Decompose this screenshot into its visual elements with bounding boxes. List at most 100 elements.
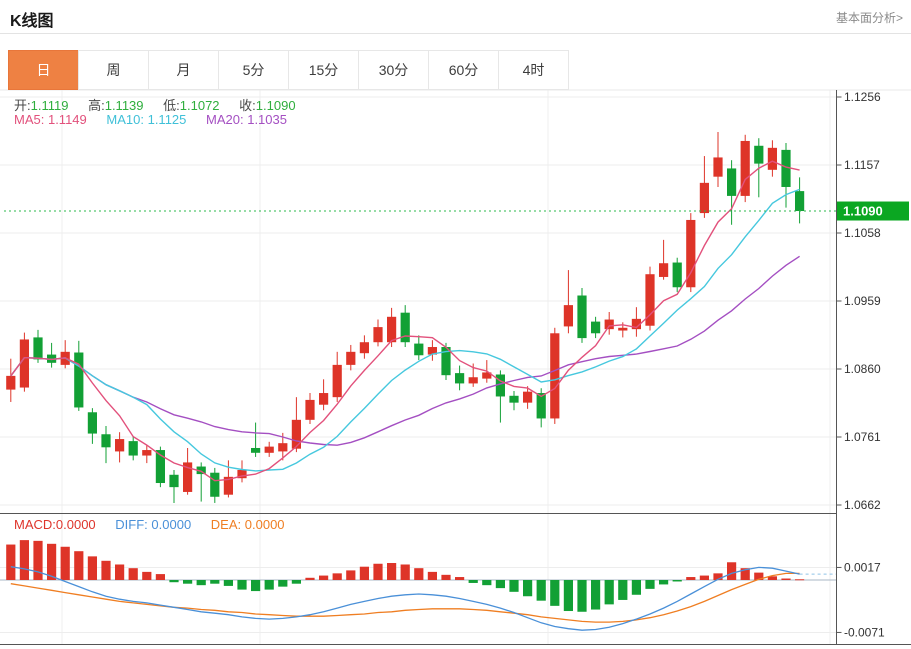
tab-周[interactable]: 周 xyxy=(78,50,149,90)
ma20-value: 1.1035 xyxy=(247,112,287,127)
macd-bar xyxy=(115,564,125,580)
macd-bar xyxy=(278,580,288,587)
candle-body[interactable] xyxy=(563,305,573,327)
candlestick-series[interactable] xyxy=(6,132,805,503)
candle-body[interactable] xyxy=(291,419,301,449)
macd-bar xyxy=(183,580,193,584)
candle-body[interactable] xyxy=(699,182,709,214)
macd-bar xyxy=(6,544,16,580)
candle-body[interactable] xyxy=(550,333,560,419)
macd-bar xyxy=(319,575,329,580)
fundamental-analysis-link[interactable]: 基本面分析> xyxy=(835,11,903,25)
candle-body[interactable] xyxy=(169,474,179,488)
ma10-readout: MA10: 1.1125 xyxy=(106,112,186,127)
candle-body[interactable] xyxy=(645,274,655,326)
candle-body[interactable] xyxy=(223,476,233,495)
macd-histogram[interactable] xyxy=(6,540,805,612)
candle-body[interactable] xyxy=(795,191,805,212)
candle-body[interactable] xyxy=(631,318,641,330)
candle-body[interactable] xyxy=(591,321,601,334)
candle-body[interactable] xyxy=(196,466,206,475)
candle-body[interactable] xyxy=(713,157,723,177)
candle-body[interactable] xyxy=(727,168,737,196)
candle-body[interactable] xyxy=(319,393,329,405)
diff-label: DIFF: xyxy=(115,517,148,532)
tab-5分[interactable]: 5分 xyxy=(218,50,289,90)
low-readout: 低:1.1072 xyxy=(163,98,219,113)
macd-bar xyxy=(128,568,138,580)
candle-body[interactable] xyxy=(659,263,669,277)
candle-body[interactable] xyxy=(101,434,111,448)
tab-4时[interactable]: 4时 xyxy=(498,50,569,90)
candle-body[interactable] xyxy=(781,149,791,187)
candle-body[interactable] xyxy=(686,219,696,288)
kline-chart[interactable]: 1.1090 1.1256 1.1157 1.1058 1.0959 1.0860 1.07… xyxy=(0,89,911,649)
tab-15分[interactable]: 15分 xyxy=(288,50,359,90)
candle-body[interactable] xyxy=(400,312,410,343)
macd-bar xyxy=(169,580,179,583)
macd-bar xyxy=(618,580,628,600)
open-value: 1.1119 xyxy=(30,98,69,113)
macd-label: MACD: xyxy=(14,517,56,532)
macd-bar xyxy=(237,580,247,590)
candle-body[interactable] xyxy=(19,339,29,388)
macd-bar xyxy=(264,580,274,590)
tab-日[interactable]: 日 xyxy=(8,50,79,90)
diff-readout: DIFF: 0.0000 xyxy=(115,517,191,532)
candle-body[interactable] xyxy=(754,145,764,164)
candle-body[interactable] xyxy=(183,462,193,492)
candle-body[interactable] xyxy=(115,439,125,452)
macd-bar xyxy=(727,562,737,580)
candle-body[interactable] xyxy=(210,472,220,497)
candle-body[interactable] xyxy=(305,399,315,420)
high-label: 高: xyxy=(88,98,105,113)
candle-body[interactable] xyxy=(359,342,369,354)
candle-body[interactable] xyxy=(237,469,247,479)
tab-60分[interactable]: 60分 xyxy=(428,50,499,90)
candle-body[interactable] xyxy=(387,316,397,343)
candle-body[interactable] xyxy=(468,377,478,384)
axis-label: 1.0662 xyxy=(844,498,881,512)
candle-body[interactable] xyxy=(264,446,274,453)
candle-body[interactable] xyxy=(332,364,342,398)
ma5-line xyxy=(10,160,800,482)
candle-body[interactable] xyxy=(740,140,750,196)
candle-body[interactable] xyxy=(604,319,614,330)
candle-body[interactable] xyxy=(441,347,451,376)
candle-body[interactable] xyxy=(523,391,533,403)
candle-body[interactable] xyxy=(767,147,777,170)
macd-bar xyxy=(713,573,723,580)
candle-body[interactable] xyxy=(6,375,16,390)
candle-body[interactable] xyxy=(128,441,138,456)
candle-body[interactable] xyxy=(33,337,43,360)
interval-tabbar[interactable]: 日周月 5分 15分 30分 60分 4时 xyxy=(8,50,569,90)
macd-bar xyxy=(223,580,233,586)
macd-bar xyxy=(414,568,424,580)
candle-body[interactable] xyxy=(414,343,424,356)
candle-body[interactable] xyxy=(373,327,383,343)
macd-bar xyxy=(387,563,397,580)
candle-body[interactable] xyxy=(251,447,261,453)
tab-月[interactable]: 月 xyxy=(148,50,219,90)
candle-body[interactable] xyxy=(427,347,437,355)
candle-body[interactable] xyxy=(74,352,84,408)
macd-bar xyxy=(373,563,383,580)
candle-body[interactable] xyxy=(536,393,546,419)
candle-body[interactable] xyxy=(577,295,587,339)
candle-body[interactable] xyxy=(495,374,505,397)
dea-readout: DEA: 0.0000 xyxy=(211,517,285,532)
candle-body[interactable] xyxy=(346,351,356,365)
candle-body[interactable] xyxy=(87,412,97,434)
tab-30分[interactable]: 30分 xyxy=(358,50,429,90)
macd-bar xyxy=(468,580,478,583)
candle-body[interactable] xyxy=(509,395,519,403)
candle-body[interactable] xyxy=(672,262,682,288)
candle-body[interactable] xyxy=(482,372,492,379)
dea-value: 0.0000 xyxy=(244,517,285,532)
candle-body[interactable] xyxy=(455,373,465,384)
candle-body[interactable] xyxy=(278,443,288,452)
candle-body[interactable] xyxy=(618,327,628,331)
macd-bar xyxy=(305,577,315,580)
candle-body[interactable] xyxy=(155,450,165,484)
candle-body[interactable] xyxy=(142,450,152,456)
